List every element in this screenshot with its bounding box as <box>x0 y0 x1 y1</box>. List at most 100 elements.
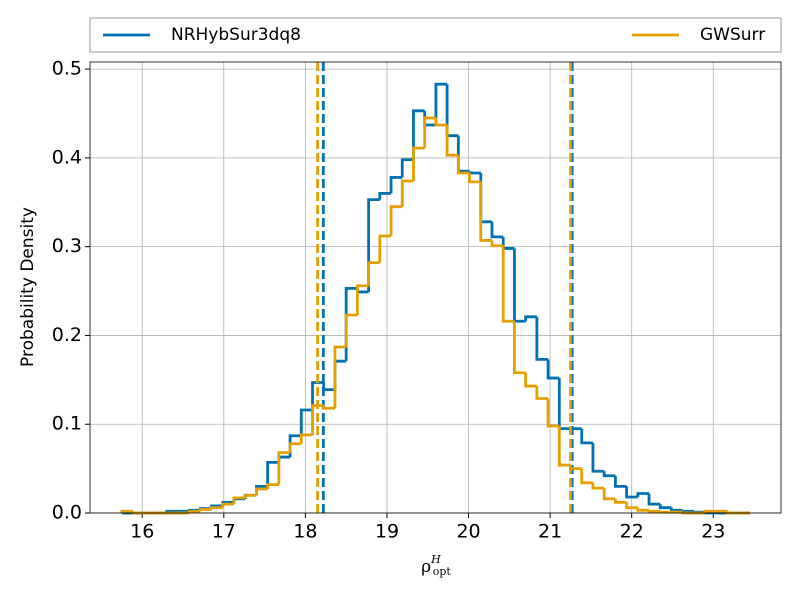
histogram-step <box>266 460 279 487</box>
histogram-step <box>580 468 593 485</box>
y-tick-label: 0.4 <box>52 146 82 168</box>
histogram-step <box>344 286 358 362</box>
histogram-step <box>445 84 459 138</box>
plot-frame <box>89 61 782 514</box>
y-tick-label: 0.0 <box>52 502 82 524</box>
histogram-step <box>445 125 459 157</box>
histogram-step <box>524 315 537 322</box>
histogram-step <box>288 434 302 458</box>
histogram-step <box>636 492 650 498</box>
histogram-step <box>613 475 627 488</box>
histogram-step <box>535 316 549 361</box>
histogram-step <box>546 359 560 380</box>
histogram-step <box>277 451 291 485</box>
histogram-step <box>400 179 414 207</box>
histogram-step <box>468 172 481 184</box>
histogram-step <box>355 284 369 316</box>
histogram-step <box>535 386 549 400</box>
histogram-step <box>367 198 380 292</box>
histogram-step <box>288 442 302 453</box>
y-tick-label: 0.5 <box>52 58 82 80</box>
histogram-step <box>456 155 470 175</box>
histogram-step <box>378 191 392 200</box>
histogram-step <box>591 482 605 490</box>
histogram-step <box>255 487 268 496</box>
histogram-step <box>322 405 335 410</box>
histogram-step <box>266 483 279 490</box>
histogram-step <box>423 116 436 149</box>
histogram-step <box>647 493 661 506</box>
y-tick-label: 0.2 <box>52 324 82 346</box>
histogram-step <box>210 506 223 510</box>
histogram-step <box>602 471 616 478</box>
histogram-step <box>513 321 526 375</box>
histogram-step <box>400 158 414 178</box>
legend-label: GWSurr <box>700 25 765 45</box>
histogram-step <box>378 234 392 263</box>
histogram-step <box>299 433 313 444</box>
legend-label: NRHybSur3dq8 <box>171 25 301 45</box>
histogram-step <box>243 493 257 498</box>
histogram-step <box>311 404 324 435</box>
histogram-step <box>434 82 448 126</box>
x-axis-label: ρH opt <box>421 553 451 578</box>
histogram-step <box>456 135 470 173</box>
histogram-step <box>412 109 425 160</box>
y-tick-label: 0.1 <box>52 413 82 435</box>
histogram-step <box>187 509 201 513</box>
histogram-step <box>658 504 672 510</box>
x-tick-label: 23 <box>701 521 725 543</box>
histogram-step <box>311 381 324 411</box>
histogram-step <box>412 146 425 181</box>
histogram-step <box>232 496 246 505</box>
y-axis-label: Probability Density <box>18 207 38 367</box>
histogram-step <box>625 486 638 499</box>
histogram-step <box>198 508 212 512</box>
histogram-step <box>299 408 313 436</box>
histogram-step <box>580 428 593 445</box>
x-tick-label: 20 <box>456 521 480 543</box>
histogram-step <box>221 502 234 508</box>
histogram-step <box>479 181 492 242</box>
x-tick-label: 22 <box>620 521 644 543</box>
histogram-step <box>333 345 347 409</box>
histogram-step <box>513 248 526 323</box>
histogram-step <box>389 176 403 194</box>
histogram-step <box>344 313 358 347</box>
histogram-step <box>591 442 605 473</box>
histogram-step <box>468 171 481 175</box>
histogram-step <box>434 117 448 127</box>
histogram-step <box>636 507 650 512</box>
histogram-step <box>322 382 335 391</box>
histogram-step <box>232 497 246 503</box>
histogram-step <box>277 455 291 463</box>
x-tick-label: 19 <box>375 521 399 543</box>
histogram-step <box>557 425 571 467</box>
histogram-step <box>333 359 347 390</box>
histogram-step <box>670 507 683 512</box>
histogram-step <box>501 245 515 323</box>
histogram-step <box>490 240 504 248</box>
histogram-step <box>389 205 403 237</box>
histogram-step <box>355 288 369 294</box>
histogram-step <box>602 488 616 501</box>
histogram-step <box>658 510 672 514</box>
histogram-step <box>647 509 661 513</box>
histogram-step <box>479 172 492 224</box>
x-tick-label: 17 <box>212 521 236 543</box>
x-tick-label: 16 <box>130 521 154 543</box>
histogram-step <box>613 498 627 504</box>
x-tick-label: 21 <box>538 521 562 543</box>
histogram-step <box>546 398 560 428</box>
histogram-step <box>490 221 504 239</box>
y-tick-label: 0.3 <box>52 235 82 257</box>
histogram-step <box>681 509 694 513</box>
histogram-step <box>120 509 134 513</box>
histogram-step <box>703 509 717 513</box>
x-tick-label: 18 <box>293 521 317 543</box>
histogram-step <box>524 372 537 388</box>
histogram-step <box>367 261 380 286</box>
histogram-step <box>557 378 571 431</box>
histogram-step <box>625 502 638 510</box>
